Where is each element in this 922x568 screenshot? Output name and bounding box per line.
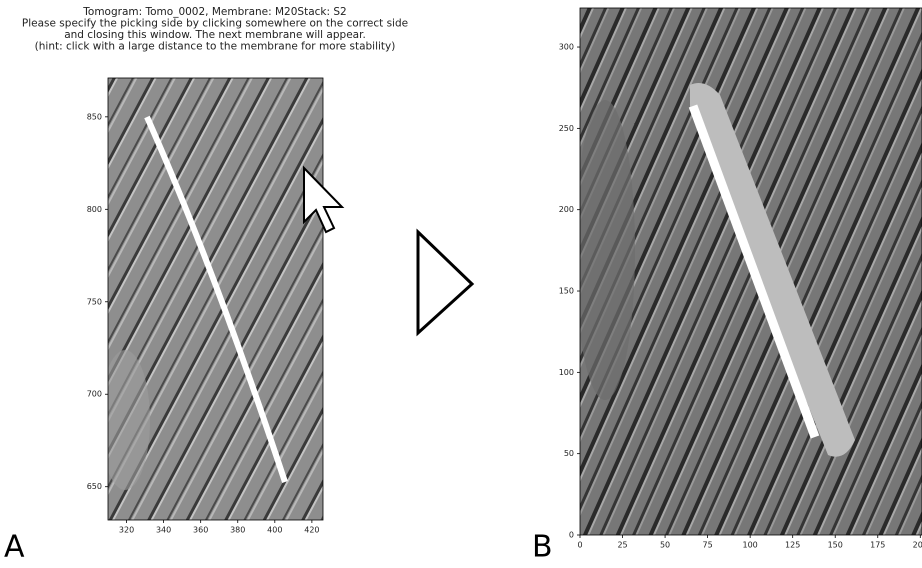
title-line: (hint: click with a large distance to th… [35,41,396,53]
y-tick-label: 750 [87,297,102,306]
x-tick-label: 360 [193,526,208,535]
x-tick-label: 175 [870,541,885,550]
panel-b: B [532,7,922,565]
y-tick-label: 250 [559,124,574,133]
x-tick-label: 100 [743,541,758,550]
y-tick-label: 150 [559,287,574,296]
x-tick-label: 400 [267,526,282,535]
y-tick-label: 850 [87,112,102,121]
title-line: and closing this window. The next membra… [64,29,366,41]
title-line: Tomogram: Tomo_0002, Membrane: M20Stack:… [82,6,346,18]
tomogram-image [108,78,323,520]
x-tick-label: 75 [703,541,713,550]
y-tick-label: 800 [87,205,102,214]
x-tick-label: 0 [577,541,582,550]
y-tick-label: 700 [87,390,102,399]
window-title: Tomogram: Tomo_0002, Membrane: M20Stack:… [22,6,408,53]
x-tick-label: 420 [304,526,319,535]
arrow [416,228,475,337]
x-tick-label: 380 [230,526,245,535]
x-tick-label: 150 [828,541,843,550]
mouse-cursor [303,165,345,234]
y-tick-label: 200 [559,205,574,214]
axes-frame [107,77,324,521]
x-tick-label: 340 [156,526,171,535]
y-tick-label: 650 [87,482,102,491]
panel-label: B [532,530,553,565]
x-tick-label: 50 [660,541,670,550]
x-tick-label: 25 [617,541,627,550]
panel-a: Tomogram: Tomo_0002, Membrane: M20Stack:… [4,6,408,565]
title-line: Please specify the picking side by click… [22,18,408,30]
y-tick-label: 50 [564,449,574,458]
y-tick-label: 300 [559,43,574,52]
x-tick-label: 320 [119,526,134,535]
y-tick-label: 100 [559,368,574,377]
x-tick-label: 125 [785,541,800,550]
panel-label: A [4,530,25,565]
axes-frame [579,7,922,536]
tomogram-image [580,8,922,535]
x-tick-label: 200 [913,541,922,550]
y-tick-label: 0 [569,531,574,540]
